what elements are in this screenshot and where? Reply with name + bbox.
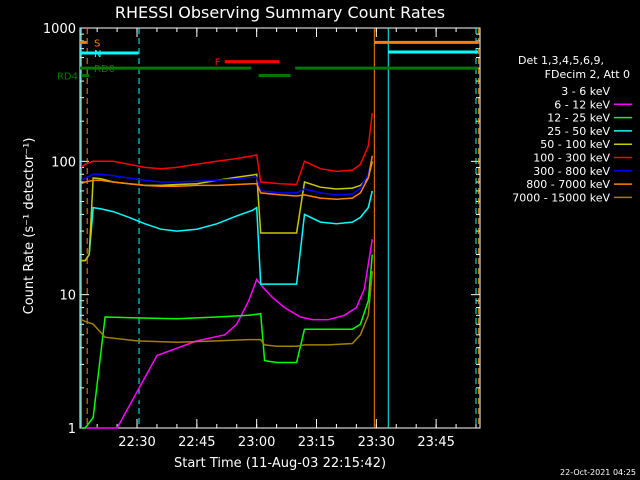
legend-label: 3 - 6 keV [561, 85, 610, 98]
legend-label: 6 - 12 keV [554, 98, 610, 111]
chart-title: RHESSI Observing Summary Count Rates [115, 3, 445, 22]
y-tick-label: 1 [68, 422, 76, 437]
y-tick-label: 1000 [43, 22, 76, 37]
x-tick-label: 22:30 [118, 435, 155, 450]
series-line [81, 161, 374, 262]
y-tick-label: 100 [51, 155, 76, 170]
x-tick-label: 23:30 [358, 435, 395, 450]
plot-frame [79, 27, 481, 429]
series-line [81, 190, 374, 285]
series-line [80, 271, 374, 348]
state-flag-label: RD4 [57, 72, 78, 83]
state-flag-label: N [94, 49, 101, 60]
x-tick-label: 23:15 [298, 435, 335, 450]
y-tick-label: 10 [59, 289, 76, 304]
series-line [81, 234, 374, 429]
state-flag-label: S [94, 38, 100, 49]
series-line [80, 155, 374, 196]
legend-title-line-1: Det 1,3,4,5,6,9, [518, 54, 604, 67]
series-line [81, 254, 374, 429]
legend-label: 50 - 100 keV [540, 138, 610, 151]
legend-label: 800 - 7000 keV [526, 178, 610, 191]
legend-label: 300 - 800 keV [533, 165, 610, 178]
x-tick-label: 22:45 [178, 435, 215, 450]
y-axis-label: Count Rate (s⁻¹ detector⁻¹) [22, 138, 37, 315]
x-tick-label: 23:00 [238, 435, 275, 450]
state-flag-label: RD0 [94, 64, 115, 75]
series-line [80, 155, 374, 200]
x-tick-label: 23:45 [417, 435, 454, 450]
series-line [80, 113, 374, 186]
plot-area: 1 10 100 1000 22:30 22:45 23:00 23:15 23:30 23:45… [43, 22, 481, 450]
legend-label: 12 - 25 keV [547, 112, 610, 125]
legend-label: 100 - 300 keV [533, 152, 610, 165]
x-axis-label: Start Time (11-Aug-03 22:15:42) [174, 456, 386, 471]
legend-title-line-2: FDecim 2, Att 0 [545, 68, 630, 81]
series-line [81, 239, 374, 429]
legend-label: 25 - 50 keV [547, 125, 610, 138]
legend-label: 7000 - 15000 keV [512, 191, 610, 204]
state-flag-label: F [215, 58, 221, 69]
footer-date: 22-Oct-2021 04:25 [560, 468, 636, 477]
